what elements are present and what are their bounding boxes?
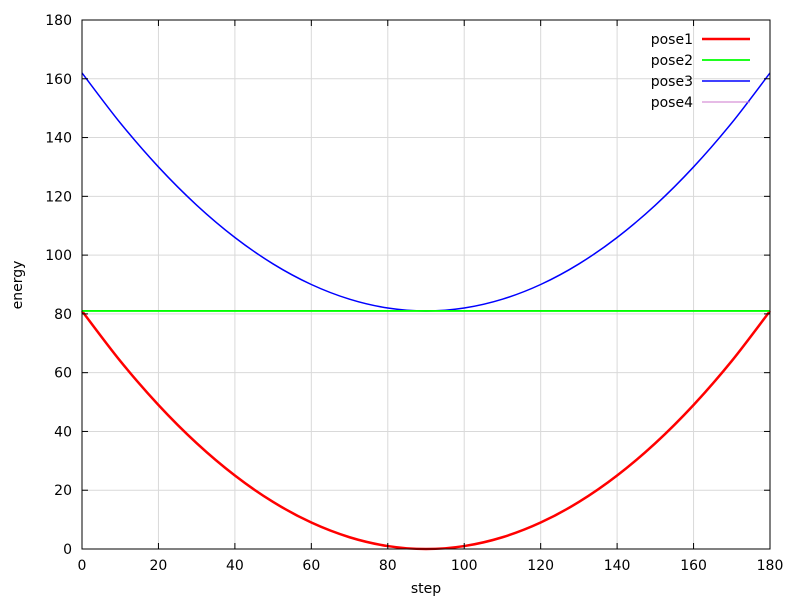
series-lines — [81, 72, 771, 551]
y-axis-label: energy — [10, 261, 26, 310]
legend-label: pose2 — [651, 53, 693, 69]
y-tick-label: 0 — [63, 542, 72, 558]
y-tick-label: 180 — [45, 13, 72, 29]
legend-label: pose3 — [651, 74, 693, 90]
legend: pose1 pose2 pose3 pose4 — [651, 32, 750, 111]
tick-labels: 0 20 40 60 80 100 120 140 160 180 0 20 40 60 80 100 120 1… — [45, 13, 783, 574]
y-tick-label: 100 — [45, 248, 72, 264]
plot-frame — [81, 19, 771, 550]
y-tick-label: 120 — [45, 189, 72, 205]
x-tick-label: 80 — [379, 558, 397, 574]
x-tick-label: 180 — [757, 558, 784, 574]
legend-label: pose4 — [651, 95, 693, 111]
x-tick-label: 20 — [150, 558, 168, 574]
x-tick-label: 100 — [451, 558, 478, 574]
x-tick-label: 140 — [604, 558, 631, 574]
y-tick-label: 60 — [54, 366, 72, 382]
x-tick-label: 60 — [302, 558, 320, 574]
x-tick-label: 160 — [680, 558, 707, 574]
x-tick-label: 40 — [226, 558, 244, 574]
x-axis-label: step — [411, 581, 441, 597]
y-tick-label: 40 — [54, 424, 72, 440]
x-tick-label: 120 — [527, 558, 554, 574]
axis-ticks — [81, 19, 771, 550]
legend-label: pose1 — [651, 32, 693, 48]
y-tick-label: 80 — [54, 307, 72, 323]
y-tick-label: 140 — [45, 131, 72, 147]
series-line-pose1 — [81, 310, 771, 551]
y-tick-label: 20 — [54, 483, 72, 499]
y-tick-label: 160 — [45, 72, 72, 88]
x-tick-label: 0 — [78, 558, 87, 574]
